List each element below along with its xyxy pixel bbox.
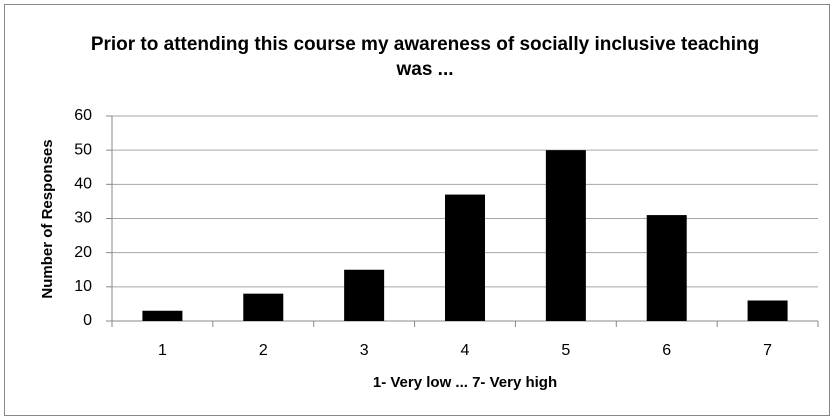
x-tick-label: 3 xyxy=(360,342,369,359)
y-tick-label: 40 xyxy=(74,176,92,193)
bar xyxy=(646,215,687,321)
x-tick-label: 7 xyxy=(763,342,772,359)
x-tick-label: 4 xyxy=(461,342,470,359)
bar xyxy=(344,269,385,321)
bar xyxy=(747,300,788,321)
y-tick-label: 30 xyxy=(74,210,92,227)
y-tick-label: 20 xyxy=(74,244,92,261)
y-tick-label: 60 xyxy=(74,107,92,124)
bar xyxy=(545,150,586,321)
y-tick-label: 0 xyxy=(83,312,92,329)
y-axis-label: Number of Responses xyxy=(39,139,56,298)
chart-title: Prior to attending this course my awaren… xyxy=(90,34,760,80)
y-tick-label: 50 xyxy=(74,141,92,158)
x-tick-label: 5 xyxy=(561,342,570,359)
y-tick-label: 10 xyxy=(74,278,92,295)
x-tick-label: 2 xyxy=(259,342,268,359)
x-tick-label: 1 xyxy=(158,342,167,359)
bar xyxy=(445,194,485,321)
x-axis-label: 1- Very low ... 7- Very high xyxy=(373,374,557,391)
chart-border xyxy=(4,4,830,416)
bar xyxy=(142,310,183,321)
bar xyxy=(243,293,284,321)
x-tick-label: 6 xyxy=(662,342,671,359)
